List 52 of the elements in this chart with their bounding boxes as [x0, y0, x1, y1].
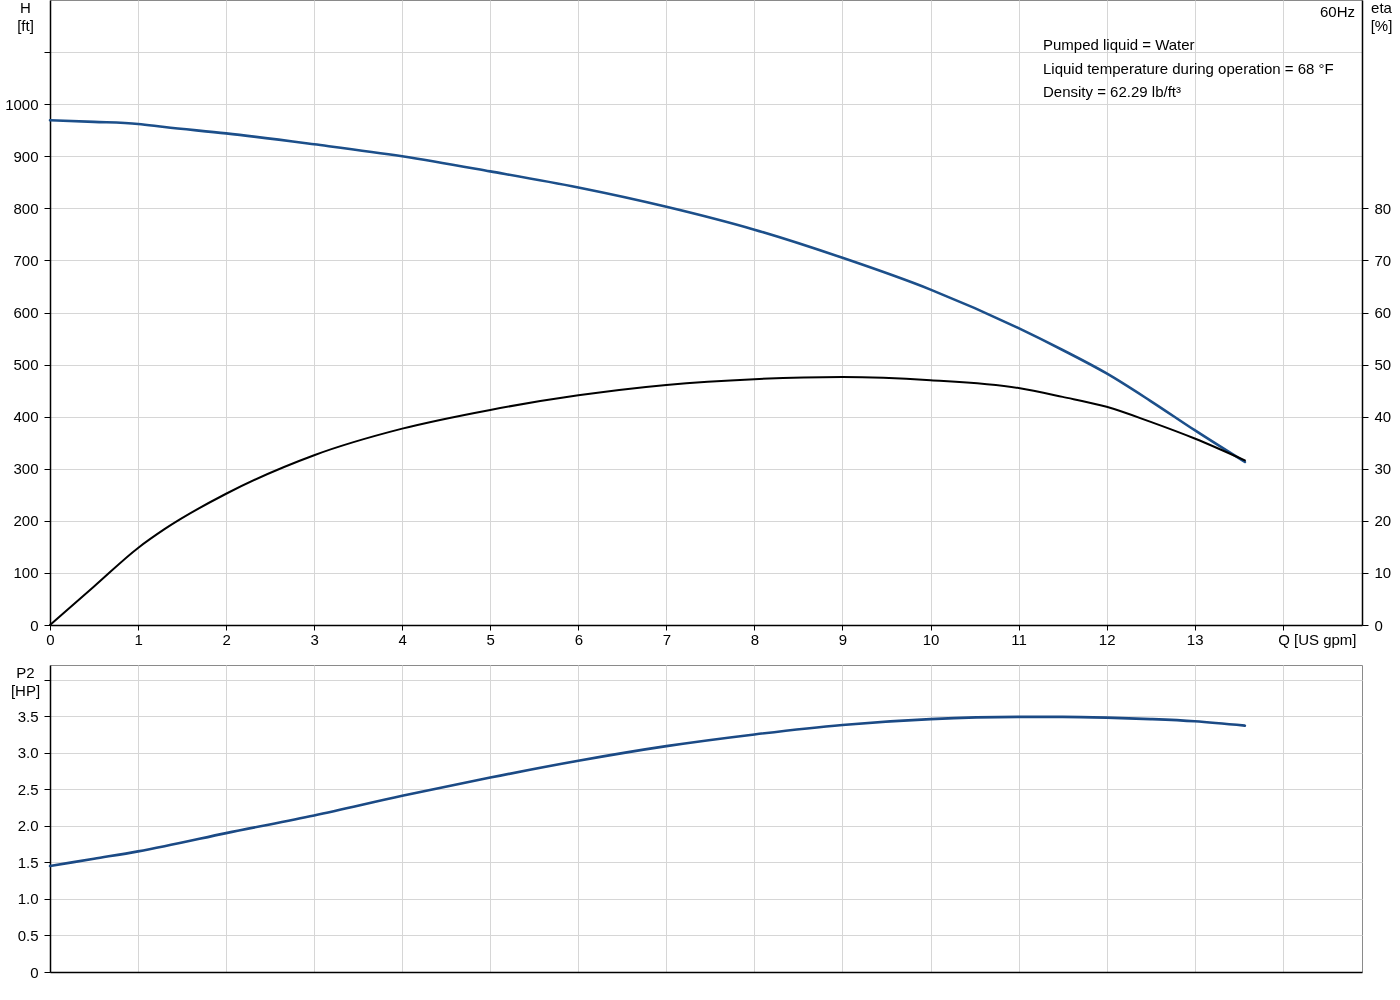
y-tick-label: 900 [13, 147, 39, 165]
annotation: Liquid temperature during operation = 68 °F [1043, 59, 1334, 77]
y-tick-label: 1.0 [17, 890, 39, 908]
y2-tick-label: 20 [1374, 512, 1392, 530]
y2-tick-label: 50 [1374, 356, 1392, 374]
x-tick-label: 2 [222, 630, 231, 648]
y-tick-label: 200 [13, 512, 39, 530]
y2-tick-label: 40 [1374, 408, 1392, 426]
y-tick-label: 500 [13, 356, 39, 374]
y-tick-label: 3.0 [17, 744, 39, 762]
y-tick-label: 700 [13, 251, 39, 269]
annotation: Pumped liquid = Water [1043, 36, 1195, 53]
y-tick-label: 400 [13, 408, 39, 426]
x-tick-label: 13 [1186, 630, 1204, 648]
y-tick-label: 300 [13, 460, 39, 478]
x-tick-label: 9 [838, 630, 848, 648]
y-tick-label: 0.5 [17, 926, 39, 944]
x-tick-label: 8 [750, 630, 760, 648]
y-tick-label: 1.5 [17, 853, 39, 871]
x-tick-label: 10 [922, 630, 940, 648]
y-tick-label: 100 [13, 564, 39, 582]
y2-tick-label: 80 [1374, 199, 1392, 217]
x-tick-label: 1 [134, 630, 143, 648]
y2-tick-label: 0 [1374, 616, 1383, 634]
x-tick-label: 11 [1011, 630, 1027, 648]
x-axis-title: Q [US gpm] [1278, 630, 1357, 648]
x-tick-label: 5 [486, 630, 495, 648]
x-tick-label: 0 [46, 630, 55, 648]
y-tick-label: 600 [13, 304, 39, 321]
y-axis-title: H [ft] [17, 0, 34, 34]
y-tick-label: 1000 [5, 95, 39, 113]
x-tick-label: 7 [662, 630, 672, 648]
annotation: Density = 62.29 lb/ft³ [1043, 83, 1181, 100]
annotation: 60Hz [1319, 3, 1355, 20]
y2-tick-label: 60 [1374, 304, 1392, 321]
y2-tick-label: 30 [1374, 460, 1392, 478]
y-tick-label: 2.5 [17, 780, 39, 798]
y-tick-label: 0 [30, 616, 39, 634]
x-tick-label: 6 [574, 630, 583, 648]
x-tick-label: 3 [310, 630, 319, 648]
y-axis-title: P2 [HP] [10, 663, 41, 699]
line-series [48, 715, 1247, 868]
y2-tick-label: 70 [1374, 251, 1392, 269]
y-tick-label: 0 [30, 963, 39, 981]
line-series [48, 119, 1247, 464]
x-tick-label: 12 [1098, 630, 1116, 648]
y2-axis-title: eta [%] [1370, 0, 1393, 34]
y-tick-label: 2.0 [17, 817, 39, 835]
y-tick-label: 3.5 [17, 707, 39, 725]
y2-tick-label: 10 [1374, 564, 1392, 582]
x-tick-label: 4 [398, 630, 407, 648]
y-tick-label: 800 [13, 199, 39, 217]
